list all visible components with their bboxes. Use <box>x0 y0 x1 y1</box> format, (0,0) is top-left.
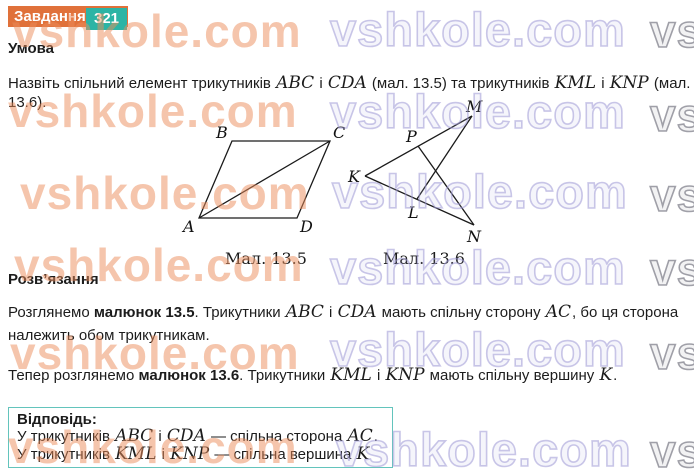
vertex-label-b: B <box>215 123 228 142</box>
segment-pn <box>417 145 475 226</box>
figure-13-6: K M P L N <box>347 97 483 246</box>
vertex-label-m: M <box>465 97 483 116</box>
task-number: 321 <box>86 8 127 30</box>
vertex-label-d: D <box>299 217 313 236</box>
figure-13-5: A B C D <box>181 123 345 236</box>
segment-kn <box>364 175 475 226</box>
answer-title: Відповідь: <box>17 411 97 428</box>
watermark-text: vshkole.com <box>649 169 694 221</box>
vertex-label-p: P <box>405 127 417 146</box>
vertex-label-c: C <box>333 123 345 142</box>
vertex-label-l: L <box>407 203 419 222</box>
solution-paragraph-2: Тепер розглянемо малюнок 13.6. Трикутник… <box>8 365 618 385</box>
problem-text: Назвіть спільний елемент трикутників ABC… <box>8 73 691 112</box>
solution-paragraph-1: Розглянемо малюнок 13.5. Трикутники ABC … <box>8 302 679 345</box>
watermark-text: vshkole.com <box>329 241 626 294</box>
watermark-text: vshkole.com <box>649 243 694 295</box>
task-badge-label: Завдання: <box>14 8 91 25</box>
task-badge: Завдання: 321 <box>8 6 128 30</box>
vertex-label-a: A <box>181 217 195 236</box>
figure-13-5-caption: Мал. 13.5 <box>225 249 307 268</box>
condition-heading: Умова <box>8 40 55 57</box>
watermark-text: vshkole.com <box>649 5 694 57</box>
diagonal-ac <box>198 140 331 219</box>
solution-heading: Розв’язання <box>8 271 99 288</box>
figure-13-6-caption: Мал. 13.6 <box>383 249 465 268</box>
watermark-text: vshkole.com <box>649 425 694 473</box>
answer-box: Відповідь: У трикутників ABC і CDA — спі… <box>8 407 393 468</box>
vertex-label-n: N <box>466 227 482 246</box>
vertex-label-k: K <box>347 167 361 186</box>
watermark-text: vshkole.com <box>329 3 626 56</box>
segment-ml <box>416 115 473 200</box>
answer-lines: У трикутників ABC і CDA — спільна сторон… <box>17 426 378 464</box>
